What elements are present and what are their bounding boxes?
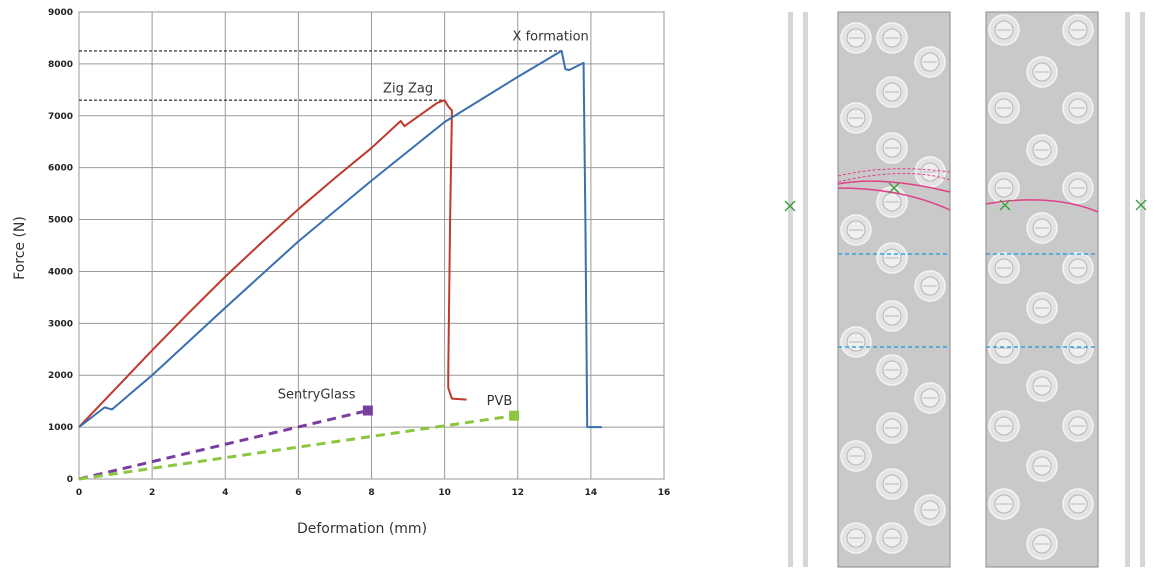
annotation-label: SentryGlass	[278, 388, 356, 403]
bolt-hole-icon	[988, 410, 1020, 442]
reference-lines	[79, 50, 562, 101]
x-tick-label: 12	[511, 488, 524, 498]
y-tick-label: 1000	[48, 423, 73, 433]
bolt-hole-icon	[876, 76, 908, 108]
y-tick-label: 0	[67, 475, 73, 485]
bolt-hole-icon	[1062, 332, 1094, 364]
bolt-hole-icon	[914, 382, 946, 414]
bolt-hole-icon	[1062, 252, 1094, 284]
bolt-hole-icon	[840, 22, 872, 54]
cross-marker-icon	[1135, 199, 1147, 211]
y-axis-title: Force (N)	[12, 216, 28, 280]
y-tick-label: 4000	[48, 267, 73, 277]
x-tick-label: 6	[295, 488, 301, 498]
annotation-label: PVB	[487, 394, 513, 409]
bolt-hole-icon	[876, 242, 908, 274]
series-end-marker	[362, 405, 373, 416]
bolt-hole-icon	[1062, 410, 1094, 442]
bolt-holes	[840, 14, 1094, 560]
series-line-pvb	[78, 414, 515, 481]
bolt-hole-icon	[988, 332, 1020, 364]
bolt-hole-icon	[988, 14, 1020, 46]
y-tick-label: 5000	[48, 216, 73, 226]
bolt-hole-icon	[876, 354, 908, 386]
y-tick-label: 8000	[48, 60, 73, 70]
bolt-hole-icon	[840, 214, 872, 246]
annotations: X formation Zig Zag SentryGlass PVB	[278, 30, 589, 409]
cross-marker-icon	[999, 199, 1011, 211]
y-tick-label: 7000	[48, 112, 73, 122]
dashed-section-lines	[838, 253, 1098, 348]
right-frame	[1125, 12, 1145, 567]
x-axis-title: Deformation (mm)	[297, 521, 427, 537]
bolt-hole-icon	[876, 22, 908, 54]
cross-marker-icon	[784, 200, 796, 212]
bolt-hole-icon	[876, 522, 908, 554]
bolt-hole-icon	[1026, 370, 1058, 402]
series-group	[78, 49, 602, 481]
bolt-hole-icon	[876, 468, 908, 500]
annotation-label: X formation	[513, 30, 589, 45]
bolt-hole-icon	[914, 270, 946, 302]
y-tick-label: 2000	[48, 371, 73, 381]
series-line-sentryglass	[78, 409, 369, 481]
cross-markers	[784, 182, 1147, 212]
bolt-hole-icon	[1062, 92, 1094, 124]
bolt-hole-icon	[1026, 56, 1058, 88]
force-deformation-chart: 0 2 4 6 8 10 12 14 16 0 1000 2000 3000 4000 5000 6000 70…	[12, 8, 670, 537]
y-tick-label: 3000	[48, 319, 73, 329]
chart-grid	[78, 11, 665, 480]
x-tick-label: 2	[149, 488, 155, 498]
y-tick-label: 6000	[48, 164, 73, 174]
bolt-hole-icon	[876, 412, 908, 444]
crack-lines	[837, 168, 1099, 213]
bolt-hole-icon	[914, 156, 946, 188]
bolt-hole-icon	[1026, 134, 1058, 166]
bolt-hole-icon	[840, 522, 872, 554]
bolt-hole-icon	[1026, 292, 1058, 324]
cross-marker-icon	[888, 182, 900, 194]
x-tick-label: 16	[658, 488, 671, 498]
x-tick-label: 0	[76, 488, 82, 498]
series-line-x-formation	[78, 49, 602, 429]
bolt-hole-icon	[1026, 528, 1058, 560]
bolt-hole-icon	[988, 252, 1020, 284]
bolt-hole-icon	[988, 92, 1020, 124]
x-tick-label: 10	[438, 488, 451, 498]
annotation-label: Zig Zag	[383, 81, 433, 96]
x-tick-label: 14	[585, 488, 598, 498]
bolt-hole-icon	[988, 488, 1020, 520]
tick-labels: 0 2 4 6 8 10 12 14 16 0 1000 2000 3000 4000 5000 6000 70…	[48, 8, 670, 498]
bolt-hole-icon	[1062, 172, 1094, 204]
bolt-hole-icon	[1062, 488, 1094, 520]
x-tick-label: 8	[368, 488, 374, 498]
bolt-hole-icon	[988, 172, 1020, 204]
series-line-zig-zag	[78, 99, 467, 428]
bolt-hole-icon	[914, 494, 946, 526]
bolt-hole-icon	[840, 440, 872, 472]
left-frame	[788, 12, 808, 567]
bolt-hole-icon	[876, 132, 908, 164]
bolt-hole-icon	[914, 46, 946, 78]
bolt-hole-icon	[1026, 212, 1058, 244]
y-tick-label: 9000	[48, 8, 73, 18]
x-tick-label: 4	[222, 488, 228, 498]
series-end-marker	[509, 410, 520, 421]
bolt-hole-icon	[840, 102, 872, 134]
bolt-hole-icon	[1026, 450, 1058, 482]
bolt-hole-icon	[840, 326, 872, 358]
bolt-hole-icon	[876, 300, 908, 332]
bolt-hole-icon	[1062, 14, 1094, 46]
